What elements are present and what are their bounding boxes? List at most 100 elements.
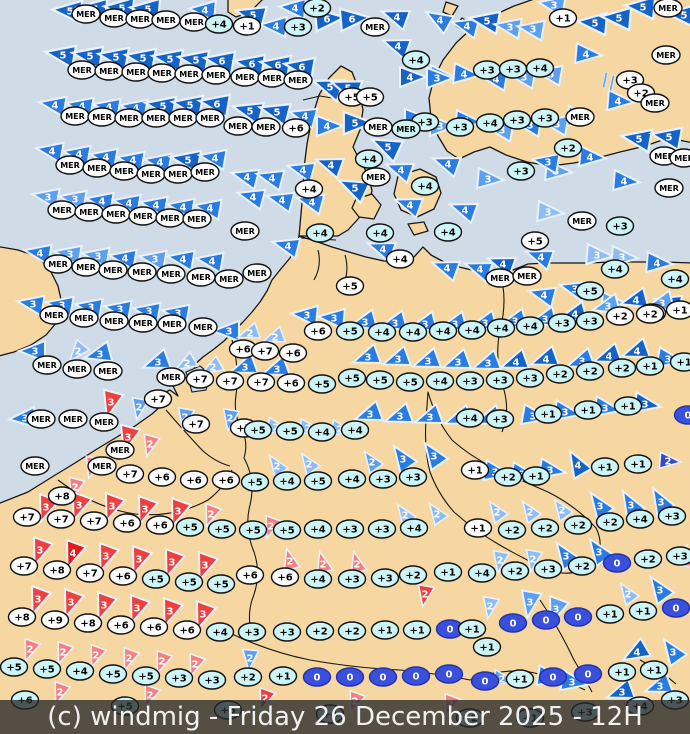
temp-ellipse: +6 <box>106 615 136 635</box>
wind-force-label: 3 <box>226 327 233 338</box>
wind-force-label: 5 <box>87 52 94 63</box>
temp-ellipse: MER <box>567 211 597 231</box>
temp-value-label: MER <box>235 227 255 236</box>
temp-value-label: MER <box>654 152 674 161</box>
temp-ellipse: +7 <box>215 371 245 391</box>
temp-value-label: MER <box>99 67 119 76</box>
wind-arrow: 2 <box>363 449 385 475</box>
wind-force-label: 4 <box>99 197 106 208</box>
temp-value-label: +6 <box>235 344 250 355</box>
wind-force-label: 2 <box>27 645 34 656</box>
temp-ellipse: +3 <box>472 60 502 80</box>
wind-force-label: 5 <box>140 54 147 65</box>
temp-value-label: MER <box>656 51 676 60</box>
temp-value-label: +5 <box>245 525 260 536</box>
temp-ellipse: +2 <box>497 520 527 540</box>
temp-ellipse: +5 <box>395 372 425 392</box>
wind-arrow: 2 <box>173 350 200 371</box>
wind-arrow: 4 <box>228 168 261 191</box>
temp-ellipse: +6 <box>276 373 306 393</box>
temp-value-label: MER <box>173 114 193 123</box>
temp-value-label: MER <box>106 210 126 219</box>
temp-ellipse: +2 <box>493 467 523 487</box>
wind-arrow: 2 <box>24 637 42 664</box>
wind-force-label: 3 <box>155 358 162 369</box>
temp-ellipse: 0 <box>538 667 568 687</box>
wind-force-label: 6 <box>219 57 226 68</box>
wind-force-label: 3 <box>68 598 75 609</box>
wind-force-label: 5 <box>327 83 334 94</box>
temp-ellipse: +4 <box>307 422 337 442</box>
wind-arrow: 3 <box>426 66 456 90</box>
temp-value-label: +4 <box>310 524 325 535</box>
wind-force-label: 3 <box>628 501 635 512</box>
wind-force-label: 3 <box>530 412 537 423</box>
temp-value-label: MER <box>572 217 592 226</box>
temp-ellipse: +3 <box>657 506 687 526</box>
temp-ellipse: MER <box>125 9 155 29</box>
temp-ellipse: +1 <box>613 396 643 416</box>
temp-ellipse: 0 <box>673 405 690 425</box>
temp-ellipse: +5 <box>520 231 550 251</box>
temp-value-label: MER <box>67 365 87 374</box>
wind-force-label: 2 <box>60 648 67 659</box>
temp-ellipse: +3 <box>502 110 532 130</box>
temp-value-label: MER <box>119 114 139 123</box>
temp-ellipse: +8 <box>42 560 72 580</box>
caption-text: (c) windmig - Friday 26 December 2025 - … <box>47 702 643 732</box>
temp-value-label: MER <box>659 184 679 193</box>
temp-value-label: +4 <box>211 19 226 30</box>
wind-force-label: 4 <box>79 102 86 113</box>
wind-force-label: 4 <box>292 4 299 15</box>
wind-force-label: 5 <box>352 119 359 130</box>
temp-value-label: MER <box>262 74 282 83</box>
temp-value-label: +2 <box>240 672 255 683</box>
wind-force-label: 4 <box>575 461 582 472</box>
wind-arrow: 3 <box>104 491 127 524</box>
wind-force-label: 4 <box>444 264 451 275</box>
wind-arrow: 4 <box>21 243 53 267</box>
temp-ellipse: MER <box>93 361 123 381</box>
temp-value-label: +2 <box>312 626 327 637</box>
temp-value-label: MER <box>126 68 146 77</box>
temp-ellipse: +1 <box>590 457 620 477</box>
wind-arrow: 3 <box>137 494 160 527</box>
wind-force-label: 3 <box>395 355 402 366</box>
temp-ellipse: +7 <box>115 464 145 484</box>
temp-ellipse: MER <box>651 45 681 65</box>
temp-ellipse: MER <box>654 178 684 198</box>
temp-value-label: +1 <box>635 606 650 617</box>
wind-arrow: 3 <box>470 348 503 371</box>
temp-value-label: +2 <box>582 366 597 377</box>
wind-force-label: 5 <box>636 135 643 146</box>
temp-value-label: +1 <box>528 471 543 482</box>
wind-arrow: 3 <box>210 319 240 343</box>
wind-force-label: 3 <box>548 70 555 81</box>
calm-staff-icon <box>601 71 609 89</box>
temp-value-label: MER <box>658 4 678 13</box>
temp-value-label: MER <box>104 317 124 326</box>
temp-ellipse: +3 <box>283 17 313 37</box>
temp-value-label: +2 <box>309 3 324 14</box>
temp-value-label: MER <box>256 123 276 132</box>
wind-force-label: 4 <box>285 242 292 253</box>
wind-force-label: 2 <box>497 556 504 567</box>
wind-force-label: 4 <box>634 347 641 358</box>
temp-value-label: +2 <box>640 554 655 565</box>
temp-value-label: +2 <box>504 525 519 536</box>
temp-value-label: +2 <box>612 311 627 322</box>
wind-force-label: 4 <box>500 260 507 271</box>
temp-ellipse: MER <box>94 61 124 81</box>
temp-ellipse: MER <box>87 107 117 127</box>
wind-force-label: 4 <box>445 160 452 171</box>
temp-value-label: 0 <box>510 618 517 629</box>
wind-force-label: 3 <box>659 299 666 310</box>
wind-force-label: 3 <box>437 122 444 133</box>
wind-force-label: 4 <box>464 22 471 33</box>
temp-value-label: +1 <box>470 523 485 534</box>
temp-value-label: +4 <box>464 325 479 336</box>
wind-force-label: 2 <box>559 506 566 517</box>
temp-value-label: MER <box>132 268 152 277</box>
wind-force-label: 2 <box>665 457 672 468</box>
temp-value-label: +3 <box>505 64 520 75</box>
